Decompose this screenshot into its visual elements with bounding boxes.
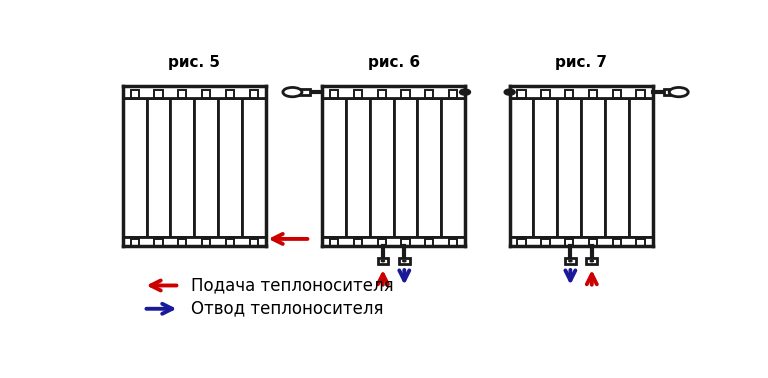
Text: рис. 6: рис. 6 bbox=[368, 55, 419, 70]
Bar bbox=[605, 98, 629, 237]
Bar bbox=[178, 90, 187, 98]
Circle shape bbox=[569, 260, 572, 262]
Bar bbox=[378, 258, 389, 264]
Bar bbox=[441, 98, 465, 237]
Bar bbox=[393, 98, 418, 237]
Bar bbox=[218, 98, 242, 237]
Bar bbox=[250, 239, 258, 246]
Text: рис. 5: рис. 5 bbox=[168, 55, 220, 70]
Bar bbox=[589, 90, 598, 98]
Bar bbox=[637, 90, 645, 98]
Circle shape bbox=[402, 260, 406, 262]
Bar bbox=[565, 90, 574, 98]
Bar bbox=[202, 90, 210, 98]
Bar bbox=[558, 98, 581, 237]
Bar bbox=[154, 90, 163, 98]
Bar bbox=[402, 239, 409, 246]
Bar bbox=[346, 98, 370, 237]
Bar bbox=[147, 98, 170, 237]
Bar bbox=[242, 98, 266, 237]
Bar bbox=[378, 239, 386, 246]
Bar bbox=[330, 90, 338, 98]
Bar bbox=[581, 98, 605, 237]
Bar bbox=[449, 239, 457, 246]
Bar bbox=[178, 239, 187, 246]
Bar bbox=[123, 98, 147, 237]
Text: Отвод теплоносителя: Отвод теплоносителя bbox=[191, 300, 384, 318]
Bar bbox=[541, 90, 550, 98]
Bar bbox=[131, 239, 139, 246]
Circle shape bbox=[283, 87, 302, 97]
Bar bbox=[449, 90, 457, 98]
Bar bbox=[194, 98, 218, 237]
Bar bbox=[510, 86, 653, 98]
Bar bbox=[425, 239, 433, 246]
Bar bbox=[226, 90, 234, 98]
Bar bbox=[354, 239, 362, 246]
Bar bbox=[123, 237, 266, 246]
Bar bbox=[565, 258, 576, 264]
Bar bbox=[202, 239, 210, 246]
Bar bbox=[323, 86, 465, 98]
Bar bbox=[425, 90, 433, 98]
Bar bbox=[510, 98, 534, 237]
Bar bbox=[154, 239, 163, 246]
Bar bbox=[399, 258, 409, 264]
Bar bbox=[534, 98, 558, 237]
Bar bbox=[354, 90, 362, 98]
Circle shape bbox=[381, 260, 385, 262]
Text: рис. 7: рис. 7 bbox=[555, 55, 607, 70]
Bar bbox=[589, 239, 598, 246]
Bar bbox=[370, 98, 393, 237]
Bar bbox=[664, 90, 677, 95]
Bar bbox=[250, 90, 258, 98]
Bar bbox=[613, 239, 621, 246]
Bar bbox=[637, 239, 645, 246]
Bar bbox=[123, 86, 266, 98]
Text: Подача теплоносителя: Подача теплоносителя bbox=[191, 276, 394, 294]
Bar bbox=[323, 98, 346, 237]
Bar bbox=[418, 98, 442, 237]
Bar bbox=[518, 90, 526, 98]
Circle shape bbox=[505, 90, 515, 94]
Circle shape bbox=[460, 90, 470, 94]
Circle shape bbox=[669, 87, 688, 97]
Bar bbox=[170, 98, 194, 237]
Bar bbox=[330, 239, 338, 246]
Bar bbox=[402, 90, 409, 98]
Bar bbox=[378, 90, 386, 98]
Bar bbox=[131, 90, 139, 98]
Bar bbox=[565, 239, 574, 246]
Bar bbox=[323, 237, 465, 246]
Bar bbox=[587, 258, 598, 264]
Bar bbox=[297, 90, 310, 95]
Bar bbox=[613, 90, 621, 98]
Bar bbox=[226, 239, 234, 246]
Bar bbox=[518, 239, 526, 246]
Bar bbox=[541, 239, 550, 246]
Bar bbox=[510, 237, 653, 246]
Circle shape bbox=[590, 260, 594, 262]
Bar bbox=[629, 98, 653, 237]
